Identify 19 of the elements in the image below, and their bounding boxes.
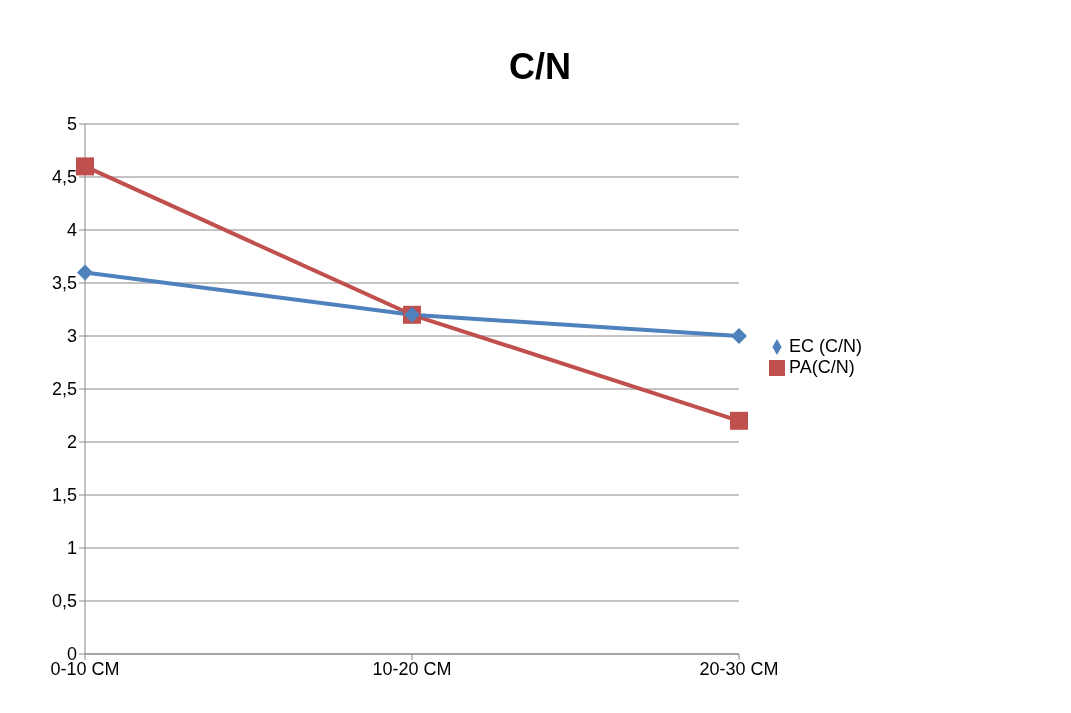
x-tick-label: 20-30 CM bbox=[699, 658, 779, 679]
y-tick-label: 2 bbox=[66, 432, 77, 453]
chart-title: C/N bbox=[508, 46, 572, 88]
y-tick-label: 3 bbox=[66, 326, 77, 347]
point bbox=[77, 264, 93, 281]
y-tick-label: 1,5 bbox=[51, 485, 77, 506]
y-tick-label: 5 bbox=[66, 114, 77, 135]
y-tick-label: 2,5 bbox=[51, 379, 77, 400]
legend-label: PA(C/N) bbox=[789, 356, 855, 377]
point bbox=[731, 328, 747, 344]
y-tick-label: 4,5 bbox=[51, 167, 77, 188]
x-tick-label: 10-20 CM bbox=[372, 658, 452, 679]
point bbox=[730, 411, 748, 430]
y-tick-label: 0,5 bbox=[51, 591, 77, 612]
y-tick-label: 4 bbox=[66, 220, 77, 241]
y-tick-label: 3,5 bbox=[51, 273, 77, 294]
legend-label: EC (C/N) bbox=[789, 335, 862, 356]
y-tick-label: 1 bbox=[66, 538, 77, 559]
point bbox=[76, 157, 94, 176]
